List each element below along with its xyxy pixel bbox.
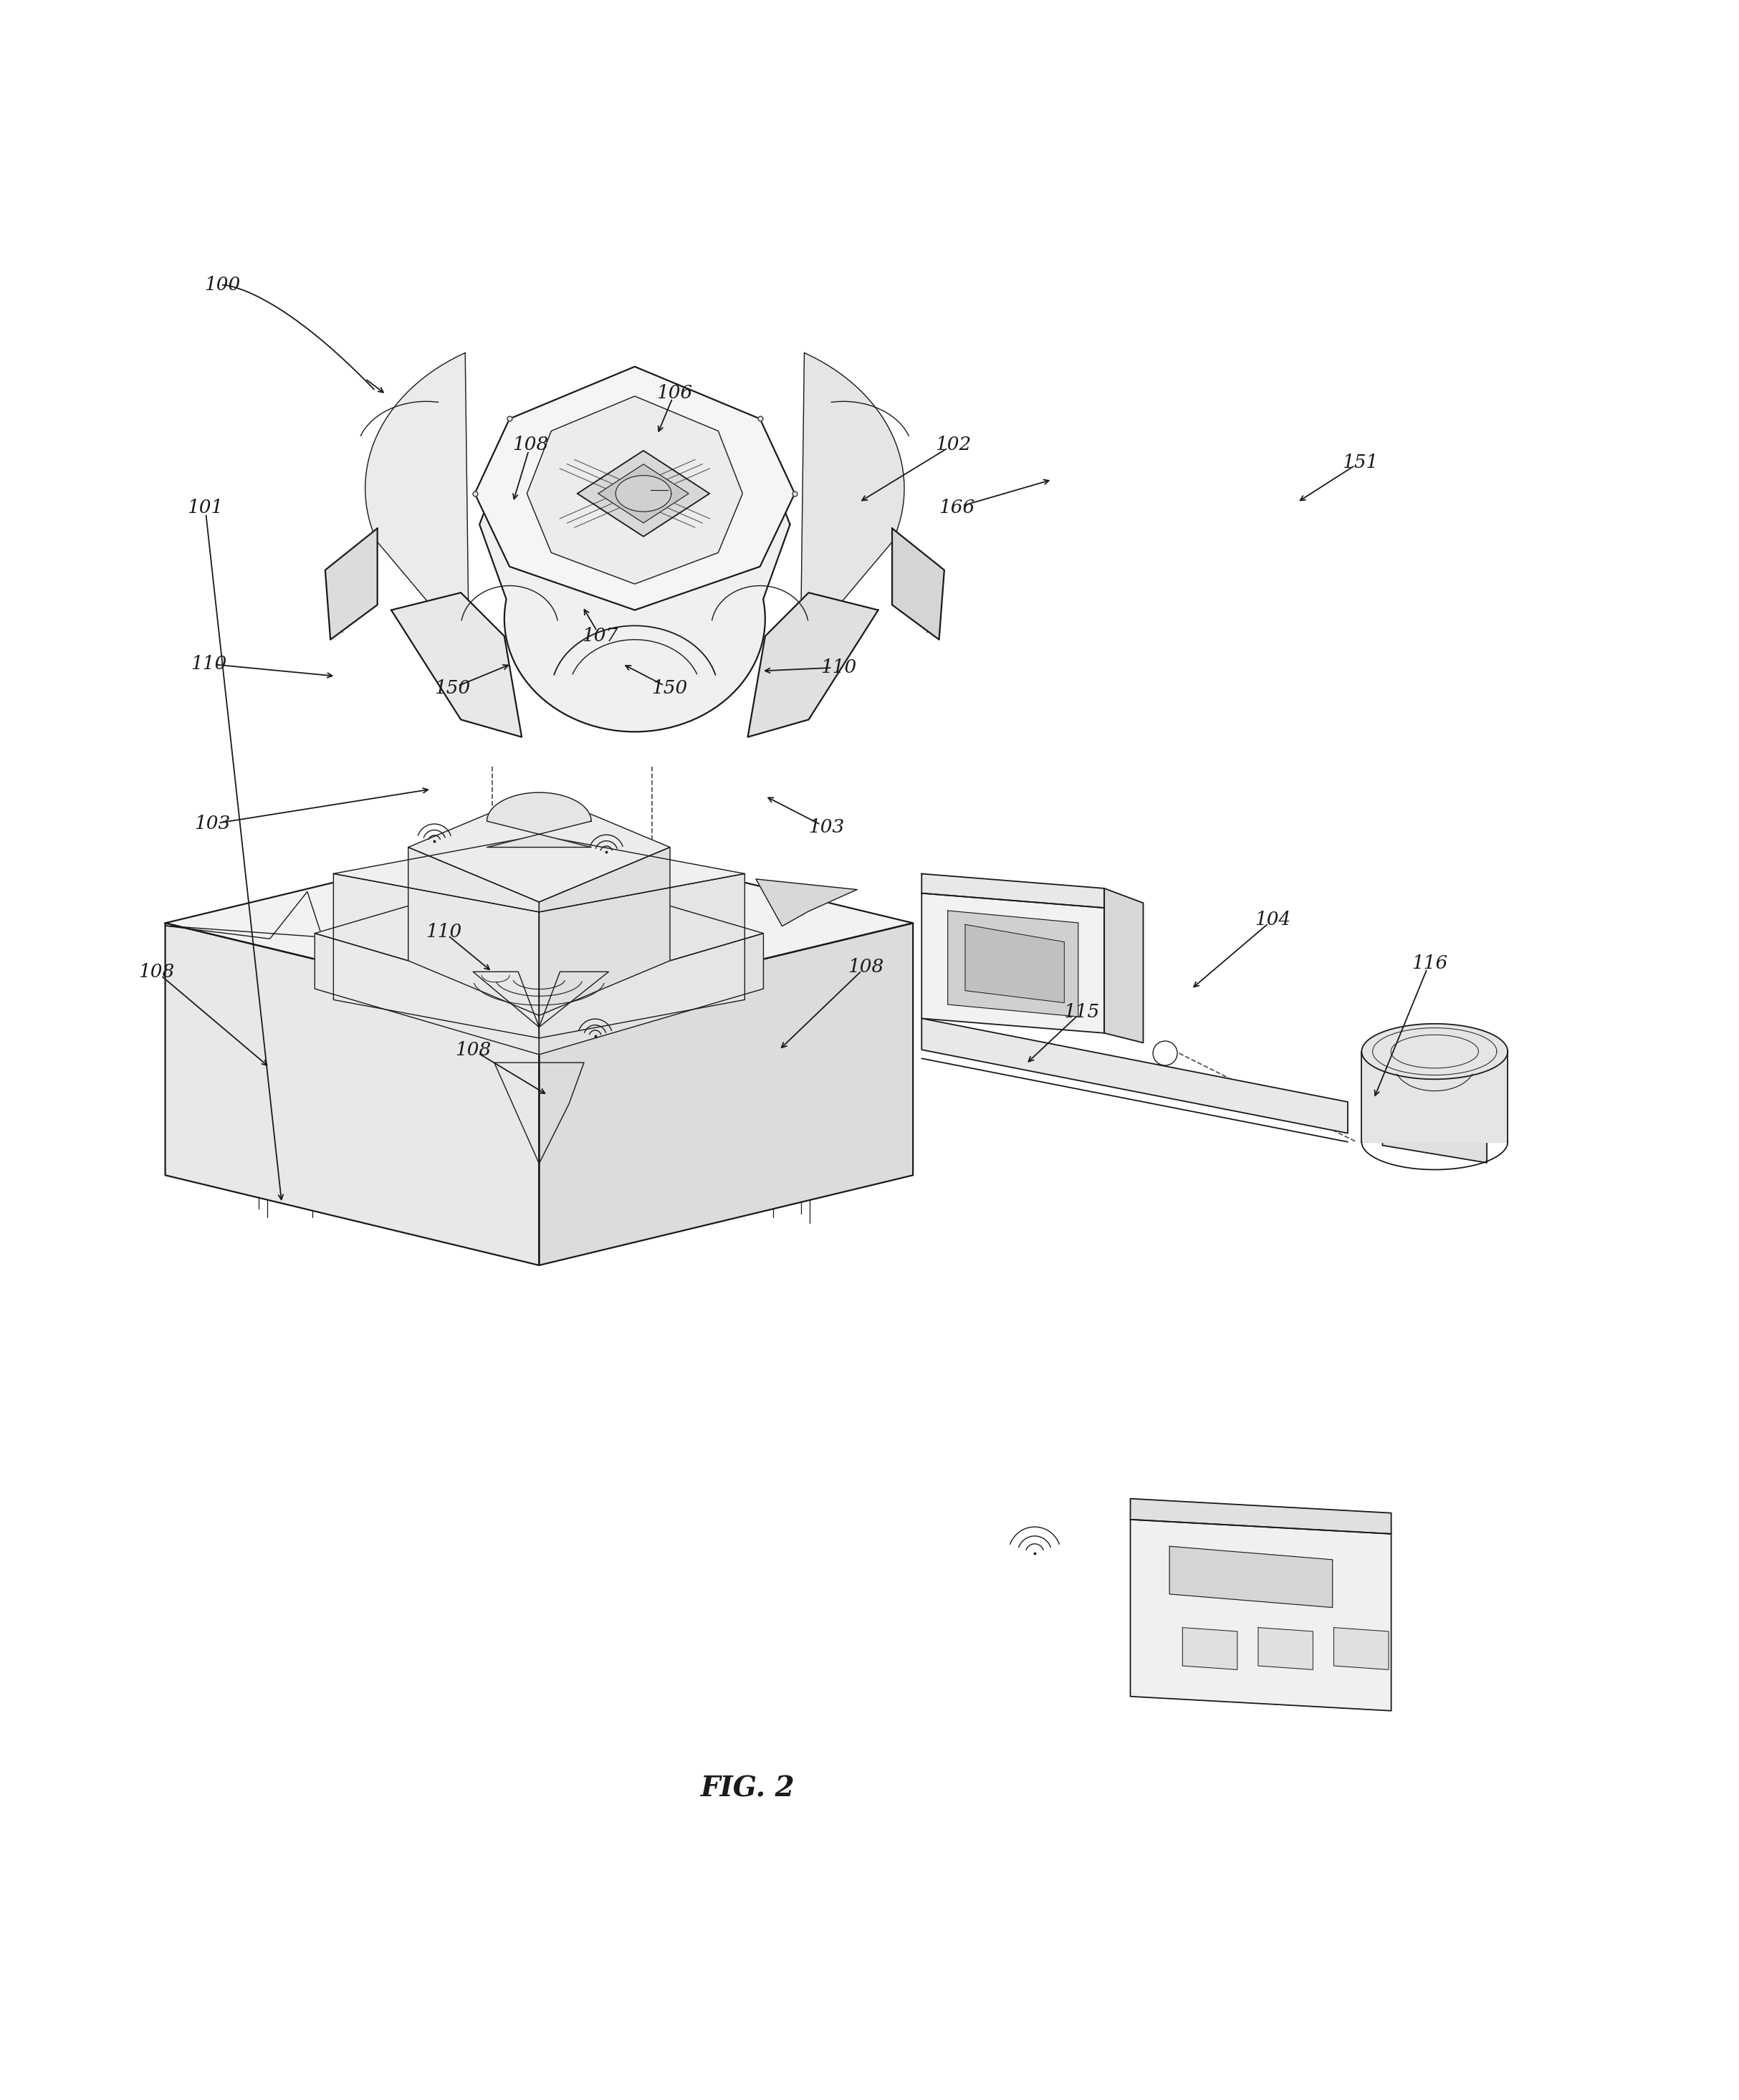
Text: 110: 110 [821,659,856,676]
Polygon shape [325,529,377,640]
Text: 116: 116 [1412,953,1447,972]
Polygon shape [598,464,689,523]
Text: 108: 108 [139,962,174,981]
Text: 106: 106 [657,384,692,401]
Text: 166: 166 [939,498,974,517]
Polygon shape [892,529,944,640]
Text: 150: 150 [652,680,687,697]
Polygon shape [480,410,790,731]
Polygon shape [409,792,670,903]
Polygon shape [965,924,1064,1004]
Polygon shape [539,932,763,1054]
Polygon shape [315,932,539,1054]
Polygon shape [539,874,744,1037]
Text: 107: 107 [583,628,617,645]
Polygon shape [577,451,710,536]
Polygon shape [165,892,322,939]
Text: 115: 115 [1064,1004,1099,1021]
Polygon shape [165,924,539,1266]
Polygon shape [922,892,1104,1033]
Text: 103: 103 [195,815,230,834]
Polygon shape [165,834,913,1012]
Text: 110: 110 [191,655,226,672]
Text: 108: 108 [849,958,883,977]
Text: 101: 101 [188,498,223,517]
Text: 108: 108 [456,1042,490,1058]
Polygon shape [391,592,522,737]
Text: 102: 102 [936,437,970,454]
Polygon shape [800,353,904,697]
Text: 108: 108 [513,437,548,454]
Polygon shape [948,911,1078,1016]
Text: 151: 151 [1343,454,1377,470]
Polygon shape [315,867,763,1000]
Circle shape [1153,1042,1177,1065]
Text: 110: 110 [426,922,461,941]
Polygon shape [1334,1628,1388,1670]
Polygon shape [1383,1115,1487,1163]
Polygon shape [334,874,539,1037]
Text: 104: 104 [1256,911,1290,928]
Polygon shape [487,792,591,846]
Polygon shape [1183,1628,1236,1670]
Text: FIG. 2: FIG. 2 [701,1774,795,1802]
Polygon shape [539,846,670,1016]
Polygon shape [1104,888,1143,1044]
Polygon shape [539,924,913,1266]
Polygon shape [494,1063,584,1163]
Polygon shape [1169,1546,1332,1606]
Polygon shape [475,367,795,611]
Polygon shape [616,475,671,512]
Polygon shape [365,353,470,697]
Polygon shape [1362,1023,1508,1079]
Text: 103: 103 [809,819,843,836]
Polygon shape [1257,1628,1313,1670]
Polygon shape [748,592,878,737]
Polygon shape [1362,1052,1508,1142]
Text: 150: 150 [435,680,470,697]
Polygon shape [1130,1520,1391,1711]
Text: 100: 100 [205,275,240,294]
Polygon shape [922,1018,1348,1134]
Polygon shape [922,874,1104,907]
Polygon shape [756,880,857,926]
Polygon shape [527,397,743,584]
Polygon shape [409,846,539,1016]
Polygon shape [1130,1499,1391,1533]
Polygon shape [334,836,744,911]
